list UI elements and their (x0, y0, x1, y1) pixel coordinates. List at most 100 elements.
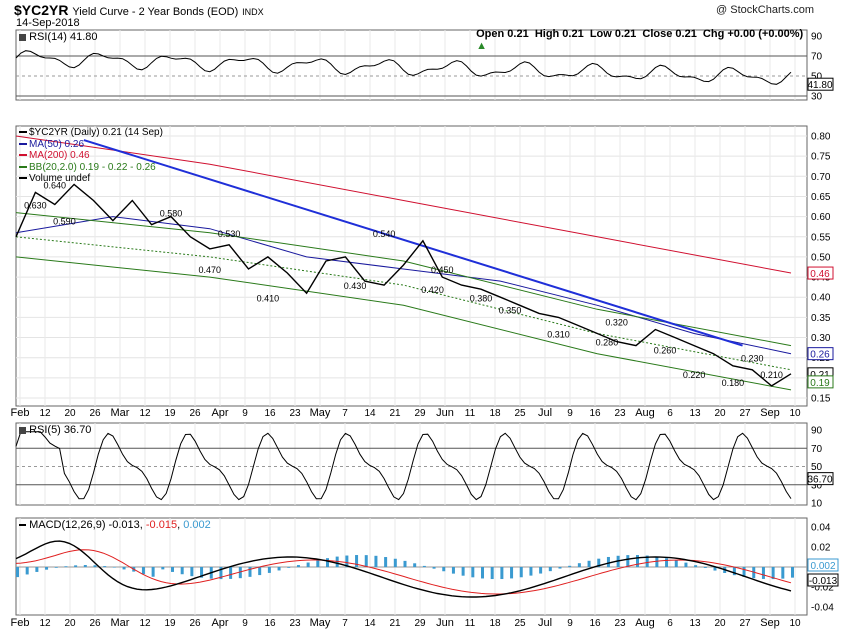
x-tick-label-bottom: 25 (514, 618, 526, 629)
rsi14-label: RSI(14) 41.80 (19, 31, 98, 43)
macd-hist-bar (606, 556, 610, 568)
price-tag: 0.46 (810, 269, 830, 280)
macd-tick-label: 0.04 (811, 523, 831, 534)
macd-hist-bar (451, 567, 455, 574)
x-tick-label-bottom: 13 (689, 618, 701, 629)
price-annotation: 0.350 (499, 305, 522, 315)
price-tag-box (807, 266, 834, 280)
macd-tag-box (807, 558, 839, 572)
x-tick-label: Feb (11, 407, 30, 419)
price-tick-label: 0.30 (811, 333, 831, 344)
macd-hist-bar (112, 567, 116, 568)
price-legend-label: BB(20,2.0) 0.19 - 0.22 - 0.26 (29, 161, 156, 173)
legend-swatch (19, 142, 27, 145)
macd-hist-bar (141, 567, 145, 575)
price-line (15, 183, 792, 387)
macd-hist-bar (636, 555, 639, 568)
x-tick-label-bottom: 10 (789, 618, 801, 629)
rsi5-tick-label: 10 (811, 499, 823, 510)
macd-hist-bar (248, 567, 252, 577)
chart-date: 14-Sep-2018 (16, 17, 80, 29)
x-tick-label: Mar (111, 407, 130, 419)
price-legend-item: MA(50) 0.26 (19, 139, 163, 151)
legend-swatch (19, 165, 27, 168)
price-annotation: 0.530 (218, 229, 241, 239)
rsi14-tick-label: 90 (811, 32, 823, 43)
price-annotation: 0.230 (741, 354, 764, 364)
macd-hist-bar (54, 567, 58, 568)
macd-hist-bar (83, 565, 87, 568)
x-tick-label: 29 (414, 408, 426, 419)
macd-hist-bar (529, 567, 533, 576)
x-tick-label-bottom: 12 (139, 618, 151, 629)
price-tag: 0.26 (810, 350, 830, 361)
x-tick-label: 11 (465, 408, 476, 419)
macd-hist-bar (161, 567, 165, 570)
macd-hist-bar (655, 556, 659, 568)
macd-hist-bar (238, 567, 242, 579)
price-tag: 0.19 (810, 378, 830, 389)
macd-hist-bar (151, 567, 155, 577)
macd-hist-bar (490, 567, 494, 580)
bb-lower-line (15, 256, 792, 391)
macd-hist-bar (103, 566, 107, 568)
macd-hist-bar (684, 562, 688, 568)
macd-hist-bar (296, 565, 300, 568)
price-tick-label: 0.65 (811, 192, 831, 203)
price-annotation: 0.540 (373, 229, 396, 239)
x-tick-label-bottom: 9 (567, 618, 573, 629)
x-tick-label: 23 (289, 408, 301, 419)
legend-swatch (19, 177, 27, 180)
macd-hist-bar (93, 565, 97, 568)
x-tick-label: 19 (164, 408, 176, 419)
ma50-line (15, 216, 792, 355)
macd-hist-bar (587, 560, 591, 568)
macd-hist-bar (316, 560, 320, 568)
price-annotation: 0.430 (344, 281, 367, 291)
rsi5-tag: 36.70 (807, 475, 832, 486)
rsi5-icon (19, 426, 26, 434)
macd-hist-bar (326, 558, 329, 568)
x-tick-label-bottom: Aug (635, 617, 655, 629)
macd-hist-bar (568, 565, 572, 568)
macd-hist-bar (74, 565, 78, 568)
macd-signal-line (15, 549, 792, 595)
x-tick-label: 6 (667, 408, 673, 419)
x-tick-label-bottom: 16 (264, 618, 276, 629)
price-tick-label: 0.50 (811, 252, 831, 263)
x-tick-label: 21 (389, 408, 401, 419)
macd-hist-bar (674, 560, 678, 568)
price-legend-item: Volume undef (19, 173, 163, 185)
x-tick-label: Apr (211, 407, 228, 419)
macd-hist-bar (25, 567, 29, 575)
x-tick-label: 26 (89, 408, 101, 419)
x-tick-label-bottom: 26 (89, 618, 101, 629)
x-tick-label: 12 (139, 408, 151, 419)
x-tick-label-bottom: 6 (667, 618, 673, 629)
rsi14-panel (15, 29, 808, 101)
macd-hist-bar (258, 567, 262, 576)
macd-hist-bar (761, 567, 765, 579)
x-tick-label: 26 (189, 408, 201, 419)
price-tag: 0.21 (810, 370, 830, 381)
rsi5-tag-box (807, 472, 834, 486)
macd-hist-bar (519, 567, 523, 578)
x-tick-label-bottom: May (310, 617, 331, 629)
price-annotation: 0.410 (257, 293, 280, 303)
chart-title: Yield Curve - 2 Year Bonds (EOD) (72, 6, 239, 18)
macd-tick-label: -0.02 (811, 583, 834, 594)
macd-label: MACD(12,26,9) -0.013, -0.015, 0.002 (19, 519, 211, 531)
rsi14-icon (19, 33, 26, 41)
macd-hist-bar (461, 567, 465, 576)
price-legend-item: MA(200) 0.46 (19, 150, 163, 162)
bb-upper-line (15, 212, 792, 347)
ohlc-text: Open 0.21 High 0.21 Low 0.21 Close 0.21 … (476, 28, 804, 40)
price-annotation: 0.590 (53, 217, 76, 227)
macd-hist-bar (364, 555, 368, 568)
price-tick-label: 0.60 (811, 212, 831, 223)
macd-hist-bar (432, 567, 436, 569)
macd-hist-bar (577, 563, 581, 568)
macd-hist-bar (171, 567, 174, 572)
macd-hist-bar (539, 567, 543, 574)
macd-hist-bar (781, 567, 785, 579)
